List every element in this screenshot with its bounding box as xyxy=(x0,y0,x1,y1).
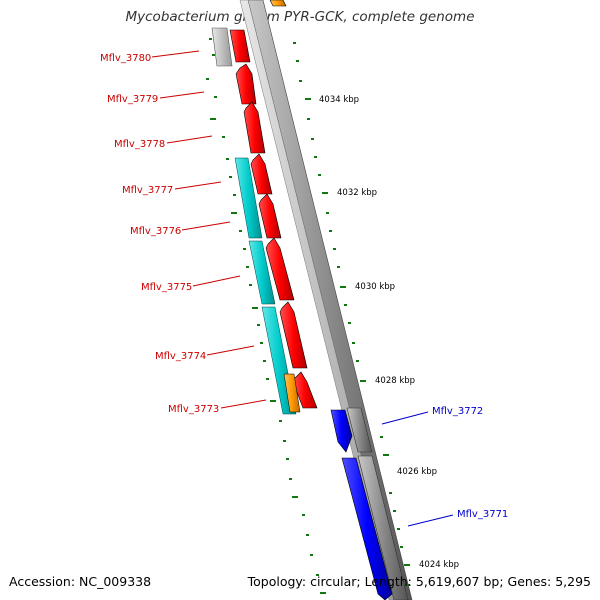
gene-label-mflv-3774: Mflv_3774 xyxy=(155,351,206,362)
cds-block-cyan-1 xyxy=(234,157,263,239)
gene-label-mflv-3776: Mflv_3776 xyxy=(130,226,181,237)
gene-label-mflv-3780: Mflv_3780 xyxy=(100,53,151,64)
scale-labels: 4034 kbp 4032 kbp 4030 kbp 4028 kbp 4026… xyxy=(319,95,459,570)
gene-arrow-mflv-3776 xyxy=(258,193,282,239)
gene-arrow-mflv-3772 xyxy=(330,409,353,453)
gene-label-mflv-3771: Mflv_3771 xyxy=(457,509,508,520)
accession-label: Accession: NC_009338 xyxy=(9,574,152,589)
partial-orange-feature xyxy=(269,0,287,7)
topology-label: Topology: circular; Length: 5,619,607 bp… xyxy=(247,574,591,589)
gene-block-gray xyxy=(211,27,233,67)
gene-arrow-mflv-3775 xyxy=(265,237,295,301)
gene-label-mflv-3773: Mflv_3773 xyxy=(168,404,219,415)
scale-label-4032: 4032 kbp xyxy=(337,188,377,198)
cds-block-cyan-2 xyxy=(248,240,276,305)
gene-label-mflv-3775: Mflv_3775 xyxy=(141,282,192,293)
gene-block-gray-3772 xyxy=(346,407,373,453)
gene-label-mflv-3772: Mflv_3772 xyxy=(432,406,483,417)
scale-label-4024: 4024 kbp xyxy=(419,560,459,570)
gene-block-gray-3771 xyxy=(357,455,409,600)
gene-label-mflv-3779: Mflv_3779 xyxy=(107,94,158,105)
gene-arrow-mflv-3774 xyxy=(279,301,308,369)
gene-labels-right: Mflv_3772 Mflv_3771 xyxy=(381,406,508,527)
cds-block-orange xyxy=(283,373,301,413)
gene-arrow-mflv-3778 xyxy=(243,101,266,154)
gene-label-mflv-3778: Mflv_3778 xyxy=(114,139,165,150)
ticks-left xyxy=(206,38,326,594)
gene-arrow-mflv-3779 xyxy=(235,63,257,105)
gene-label-mflv-3777: Mflv_3777 xyxy=(122,185,173,196)
gene-arrow-mflv-3780 xyxy=(229,29,251,63)
genome-title: Mycobacterium gilvum PYR-GCK, complete g… xyxy=(125,9,475,25)
gene-arrow-mflv-3771 xyxy=(341,457,393,600)
ticks-right xyxy=(293,42,410,586)
scale-label-4034: 4034 kbp xyxy=(319,95,359,105)
gene-arrow-mflv-3777 xyxy=(250,153,273,195)
scale-label-4030: 4030 kbp xyxy=(355,282,395,292)
scale-label-4026: 4026 kbp xyxy=(397,467,437,477)
scale-label-4028: 4028 kbp xyxy=(375,376,415,386)
gene-labels-left: Mflv_3780 Mflv_3779 Mflv_3778 Mflv_3777 … xyxy=(100,50,267,415)
